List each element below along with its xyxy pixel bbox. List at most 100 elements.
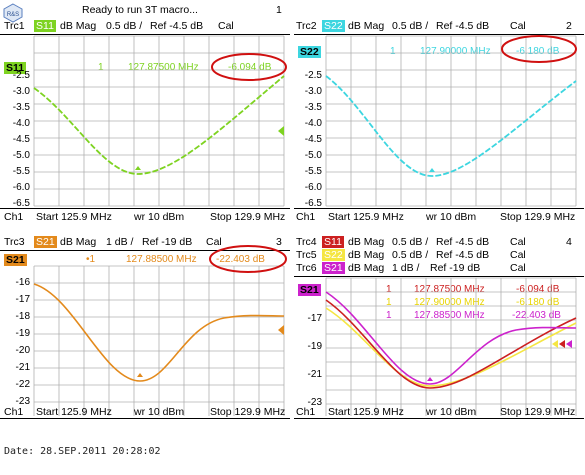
y-tick: -6.0 (12, 182, 30, 193)
trace-plot-1[interactable] (33, 35, 285, 207)
trace-ref: Ref -4.5 dB (150, 20, 204, 32)
marker-freq: 127.90000 MHz (420, 46, 491, 57)
trace-scale: 1 dB / (106, 236, 134, 248)
footer-stop: Stop 129.9 MHz (500, 406, 576, 418)
footer-start: Start 125.9 MHz (36, 406, 112, 418)
marker-num: 1 (386, 284, 392, 295)
footer-channel: Ch1 (296, 211, 316, 223)
trace-cal: Cal (510, 249, 526, 261)
trace-format: dB Mag (60, 236, 97, 248)
y-tick: -23 (307, 397, 322, 408)
header-divider (0, 250, 290, 251)
marker-num: •1 (86, 254, 96, 265)
header-divider (0, 34, 290, 35)
trace-plot-4[interactable] (325, 277, 577, 416)
trace-param-tag[interactable]: S21 (322, 262, 345, 274)
footer-power: wr 10 dBm (134, 211, 185, 223)
trace-param-tag[interactable]: S21 (34, 236, 57, 248)
y-tick: -3.5 (304, 102, 322, 113)
footer-divider (294, 418, 584, 419)
date-stamp: Date: 28.SEP.2011 20:28:02 (4, 446, 161, 457)
trace-badge: S21 (298, 284, 321, 296)
y-tick: -3.0 (304, 86, 322, 97)
trace-plot-3[interactable] (33, 265, 285, 416)
trace-label[interactable]: Trc5 (296, 249, 317, 261)
svg-text:R&S: R&S (7, 12, 19, 18)
highlight-ellipse (209, 245, 287, 273)
trace-label[interactable]: Trc3 (4, 236, 25, 248)
footer-start: Start 125.9 MHz (328, 211, 404, 223)
marker-num: 1 (98, 62, 104, 73)
footer-start: Start 125.9 MHz (328, 406, 404, 418)
y-tick: -5.5 (304, 166, 322, 177)
trace-ref: Ref -4.5 dB (436, 20, 490, 32)
footer-stop: Stop 129.9 MHz (210, 406, 286, 418)
marker-value: -22.403 dB (216, 254, 265, 265)
marker-value: -6.180 dB (516, 297, 560, 308)
header-divider (294, 34, 584, 35)
trace-scale: 0.5 dB / (106, 20, 143, 32)
trace-param-tag[interactable]: S11 (322, 236, 344, 248)
y-tick: -21 (307, 369, 322, 380)
trace-format: dB Mag (348, 20, 385, 32)
rs-logo: R&S (3, 3, 23, 23)
status-text: Ready to run 3T macro... (82, 4, 198, 16)
y-tick: -4.5 (304, 134, 322, 145)
highlight-ellipse (501, 35, 577, 63)
marker-freq: 127.87500 MHz (128, 62, 199, 73)
y-tick: -2.5 (12, 70, 30, 81)
footer-power: wr 10 dBm (426, 406, 477, 418)
y-tick: -20 (15, 345, 30, 356)
y-tick: -4.5 (12, 134, 30, 145)
trace-format: dB Mag (348, 236, 385, 248)
trace-scale: 0.5 dB / (392, 20, 429, 32)
y-tick: -17 (307, 313, 322, 324)
trace-format: dB Mag (348, 262, 385, 274)
y-tick: -19 (15, 328, 30, 339)
footer-start: Start 125.9 MHz (36, 211, 112, 223)
footer-channel: Ch1 (4, 211, 24, 223)
y-tick: -5.0 (12, 150, 30, 161)
marker-num: 1 (386, 297, 392, 308)
marker-freq: 127.88500 MHz (414, 310, 485, 321)
trace-scale: 0.5 dB / (392, 249, 429, 261)
y-tick: -21 (15, 362, 30, 373)
trace-param-tag[interactable]: S22 (322, 249, 345, 261)
footer-power: wr 10 dBm (134, 406, 185, 418)
marker-freq: 127.88500 MHz (126, 254, 197, 265)
y-tick: -19 (307, 341, 322, 352)
header-divider (294, 276, 584, 277)
footer-channel: Ch1 (296, 406, 316, 418)
trace-param-tag[interactable]: S22 (322, 20, 345, 32)
footer-power: wr 10 dBm (426, 211, 477, 223)
trace-cal: Cal (218, 20, 234, 32)
y-tick: -3.5 (12, 102, 30, 113)
trace-badge: S21 (4, 254, 27, 266)
y-tick: -6.0 (304, 182, 322, 193)
trace-scale: 1 dB / (392, 262, 420, 274)
panel-number: 3 (276, 236, 282, 248)
trace-label[interactable]: Trc1 (4, 20, 25, 32)
trace-label[interactable]: Trc2 (296, 20, 317, 32)
trace-format: dB Mag (60, 20, 97, 32)
panel-number: 1 (276, 4, 282, 16)
y-tick: -17 (15, 294, 30, 305)
y-tick: -4.0 (12, 118, 30, 129)
y-tick: -23 (15, 396, 30, 407)
trace-label[interactable]: Trc4 (296, 236, 317, 248)
marker-num: 1 (390, 46, 396, 57)
trace-badge: S11 (4, 62, 27, 74)
trace-plot-2[interactable] (325, 35, 577, 207)
footer-divider (294, 208, 584, 209)
highlight-ellipse (211, 53, 287, 81)
trace-cal: Cal (206, 236, 222, 248)
rs-logo-icon: R&S (3, 3, 23, 23)
footer-stop: Stop 129.9 MHz (210, 211, 286, 223)
y-tick: -18 (15, 311, 30, 322)
trace-format: dB Mag (348, 249, 385, 261)
y-tick: -22 (15, 379, 30, 390)
trace-label[interactable]: Trc6 (296, 262, 317, 274)
trace-param-tag[interactable]: S11 (34, 20, 56, 32)
trace-cal: Cal (510, 262, 526, 274)
marker-freq: 127.90000 MHz (414, 297, 485, 308)
